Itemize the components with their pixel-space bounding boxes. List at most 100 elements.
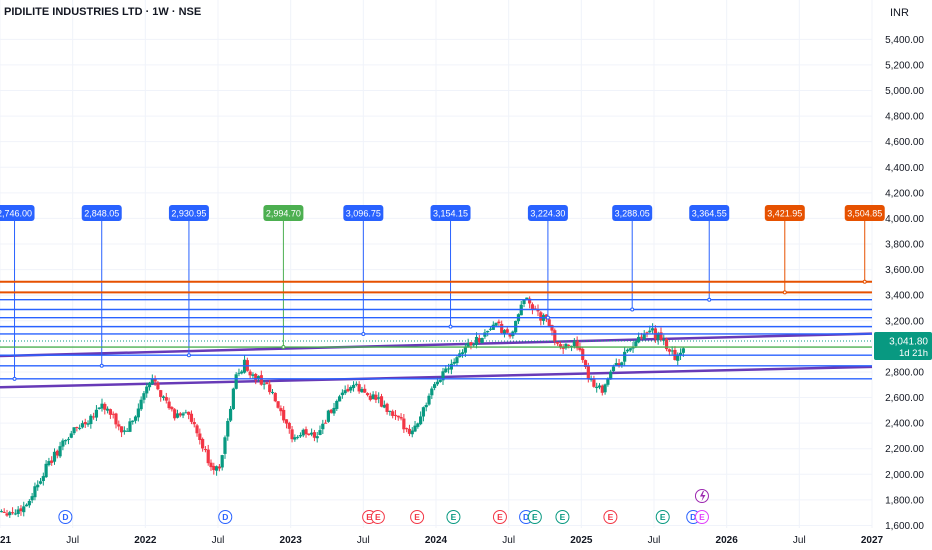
candle-body [614, 363, 618, 366]
candle-body [27, 500, 31, 506]
candle-body [326, 410, 330, 422]
candle-body [307, 433, 311, 435]
candle-body [505, 329, 509, 333]
candle-body [648, 330, 652, 333]
level-label: 2,848.05 [84, 209, 119, 219]
chart-grid [0, 0, 873, 528]
candle-body [525, 297, 529, 300]
event-marker-letter: E [375, 512, 381, 522]
candle-body [92, 416, 96, 418]
trendline [0, 365, 873, 389]
candle-body [337, 396, 342, 402]
price-tick-label: 4,400.00 [885, 163, 924, 174]
candle-body [248, 371, 252, 376]
candle-body [268, 384, 272, 393]
level-label: 3,224.30 [530, 209, 565, 219]
candle-body [536, 309, 540, 312]
level-label: 3,421.95 [767, 209, 802, 219]
level-anchor [186, 353, 191, 358]
candle-body [262, 383, 266, 385]
price-tick-label: 5,200.00 [885, 60, 924, 71]
time-tick-label: 2023 [280, 535, 303, 546]
candle-body [282, 409, 286, 421]
candle-body [595, 386, 599, 389]
candle-body [460, 352, 465, 355]
candle-body [555, 341, 560, 344]
candle-body [220, 455, 224, 468]
event-marker-letter: E [560, 512, 566, 522]
candle-body [433, 384, 437, 388]
candle-body [290, 429, 294, 440]
candle-body [19, 508, 23, 512]
trendlines [0, 332, 873, 389]
candle-body [623, 351, 627, 362]
chart-title: PIDILITE INDUSTRIES LTD · 1W · NSE [4, 6, 202, 18]
candle-body [421, 407, 426, 417]
event-marker-letter: E [497, 512, 503, 522]
price-tick-label: 2,200.00 [885, 444, 924, 455]
candle-body [354, 383, 358, 385]
candle-body [438, 379, 442, 383]
candle-body [597, 385, 602, 388]
event-marker-letter: E [414, 512, 420, 522]
candle-body [10, 512, 15, 514]
candle-body [259, 375, 263, 385]
event-marker [370, 510, 385, 524]
price-axis: 5,400.00 5,200.00 5,000.00 4,800.00 4,600.00… [885, 35, 924, 532]
candle-body [315, 436, 319, 439]
price-tick-label: 2,000.00 [885, 470, 924, 481]
candle-body [446, 368, 451, 370]
candle-body [226, 420, 230, 437]
candle-body [287, 422, 291, 429]
event-marker [603, 510, 618, 524]
level-label: 2,746.00 [0, 209, 32, 219]
candle-body [346, 388, 350, 392]
candle-body [108, 409, 112, 415]
time-tick-label: Jul [502, 535, 515, 546]
candle-body [156, 382, 160, 390]
candle-body [368, 395, 372, 400]
candle-body [606, 378, 610, 385]
candle-body [47, 461, 51, 466]
time-tick-label: Jul [648, 535, 661, 546]
candle-body [64, 440, 68, 442]
candle-body [659, 332, 663, 340]
level-anchor [361, 331, 366, 336]
candle-body [131, 420, 135, 422]
candle-body [167, 401, 171, 409]
candle-body [522, 299, 526, 304]
candle-body [455, 357, 459, 364]
currency-label: INR [890, 7, 909, 19]
candle-body [0, 511, 3, 513]
candle-body [33, 486, 37, 498]
candle-body [22, 506, 26, 513]
candle-body [472, 344, 476, 346]
candle-body [656, 333, 660, 340]
level-anchor [448, 324, 453, 329]
candle-body [192, 422, 196, 425]
candle-body [332, 407, 336, 414]
candle-body [170, 407, 174, 410]
candle-body [670, 350, 674, 352]
trendline [0, 332, 873, 358]
candle-body [198, 433, 202, 441]
level-label: 3,364.55 [692, 209, 727, 219]
candle-body [103, 403, 107, 410]
candle-body [256, 376, 261, 380]
candle-body [572, 341, 576, 347]
candle-body [106, 408, 110, 411]
candle-body [164, 397, 168, 401]
time-tick-label: 2024 [425, 535, 448, 546]
candle-body [75, 427, 79, 429]
candle-body [508, 333, 512, 337]
candle-body [639, 336, 644, 338]
candle-body [195, 425, 199, 434]
level-anchor [862, 279, 867, 284]
candle-body [497, 321, 501, 324]
level-label: 2,994.70 [266, 209, 301, 219]
event-marker [410, 510, 425, 524]
candle-body [24, 504, 29, 507]
event-marker [446, 510, 461, 524]
candle-body [530, 304, 535, 310]
